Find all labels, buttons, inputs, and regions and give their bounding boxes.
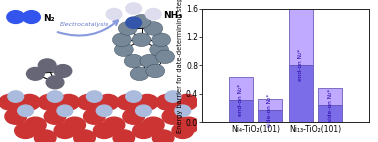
Circle shape: [57, 105, 73, 116]
Text: end-on N₂*: end-on N₂*: [238, 84, 243, 116]
Text: side-on N₂*: side-on N₂*: [328, 88, 333, 122]
Circle shape: [146, 9, 161, 20]
Circle shape: [126, 17, 141, 28]
Circle shape: [19, 94, 40, 110]
Circle shape: [97, 94, 119, 110]
Circle shape: [136, 105, 151, 116]
Circle shape: [123, 109, 144, 124]
Circle shape: [152, 130, 174, 142]
Y-axis label: Energy barrier for date-determining step: Energy barrier for date-determining step: [177, 0, 183, 133]
Circle shape: [112, 33, 131, 47]
Circle shape: [156, 50, 175, 64]
Circle shape: [58, 94, 80, 110]
Circle shape: [113, 130, 135, 142]
Circle shape: [146, 64, 165, 78]
Circle shape: [87, 91, 102, 102]
Circle shape: [178, 117, 200, 133]
Text: Electrocatalysis: Electrocatalysis: [60, 22, 109, 27]
Circle shape: [23, 11, 40, 23]
Bar: [289, 65, 313, 122]
Text: N₂: N₂: [43, 14, 55, 23]
Circle shape: [176, 94, 198, 110]
Circle shape: [64, 117, 85, 133]
Circle shape: [106, 9, 122, 20]
Circle shape: [15, 123, 36, 138]
Circle shape: [38, 94, 60, 110]
Circle shape: [77, 94, 99, 110]
Circle shape: [175, 105, 191, 116]
Bar: [258, 99, 282, 110]
Circle shape: [26, 67, 44, 80]
Circle shape: [156, 94, 178, 110]
Circle shape: [93, 123, 115, 138]
Circle shape: [130, 67, 149, 81]
Circle shape: [140, 54, 159, 68]
Circle shape: [136, 94, 158, 110]
Bar: [318, 105, 342, 122]
Circle shape: [143, 117, 164, 133]
Circle shape: [126, 3, 141, 14]
Circle shape: [8, 91, 23, 102]
Circle shape: [47, 91, 63, 102]
Circle shape: [84, 109, 105, 124]
FancyArrowPatch shape: [58, 20, 118, 36]
Circle shape: [118, 22, 137, 35]
Circle shape: [132, 33, 151, 47]
Circle shape: [117, 94, 139, 110]
Circle shape: [25, 117, 46, 133]
Bar: [289, 9, 313, 65]
Text: NH₃: NH₃: [163, 11, 183, 20]
Text: side-on N₂*: side-on N₂*: [267, 94, 273, 127]
Circle shape: [172, 123, 194, 138]
Circle shape: [124, 54, 143, 68]
Circle shape: [115, 43, 133, 57]
Circle shape: [54, 123, 76, 138]
Circle shape: [133, 123, 154, 138]
Circle shape: [144, 22, 163, 35]
Circle shape: [74, 130, 95, 142]
Circle shape: [0, 94, 21, 110]
Circle shape: [38, 59, 56, 72]
Circle shape: [5, 109, 26, 124]
Circle shape: [132, 14, 151, 28]
Bar: [258, 110, 282, 122]
Bar: [229, 100, 253, 122]
Circle shape: [46, 76, 64, 89]
Circle shape: [165, 91, 181, 102]
Text: end-on N₂*: end-on N₂*: [298, 49, 304, 82]
Circle shape: [103, 117, 125, 133]
Circle shape: [34, 130, 56, 142]
Bar: [318, 88, 342, 105]
Circle shape: [96, 105, 112, 116]
Circle shape: [44, 109, 66, 124]
Circle shape: [7, 11, 25, 23]
Circle shape: [152, 33, 170, 47]
Bar: [229, 77, 253, 100]
Circle shape: [54, 65, 72, 77]
Circle shape: [126, 91, 141, 102]
Circle shape: [162, 109, 184, 124]
Circle shape: [18, 105, 33, 116]
Circle shape: [150, 43, 169, 57]
